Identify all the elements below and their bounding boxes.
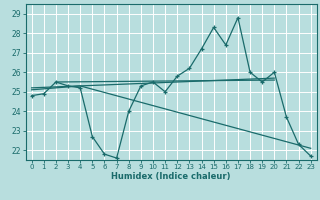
X-axis label: Humidex (Indice chaleur): Humidex (Indice chaleur): [111, 172, 231, 181]
